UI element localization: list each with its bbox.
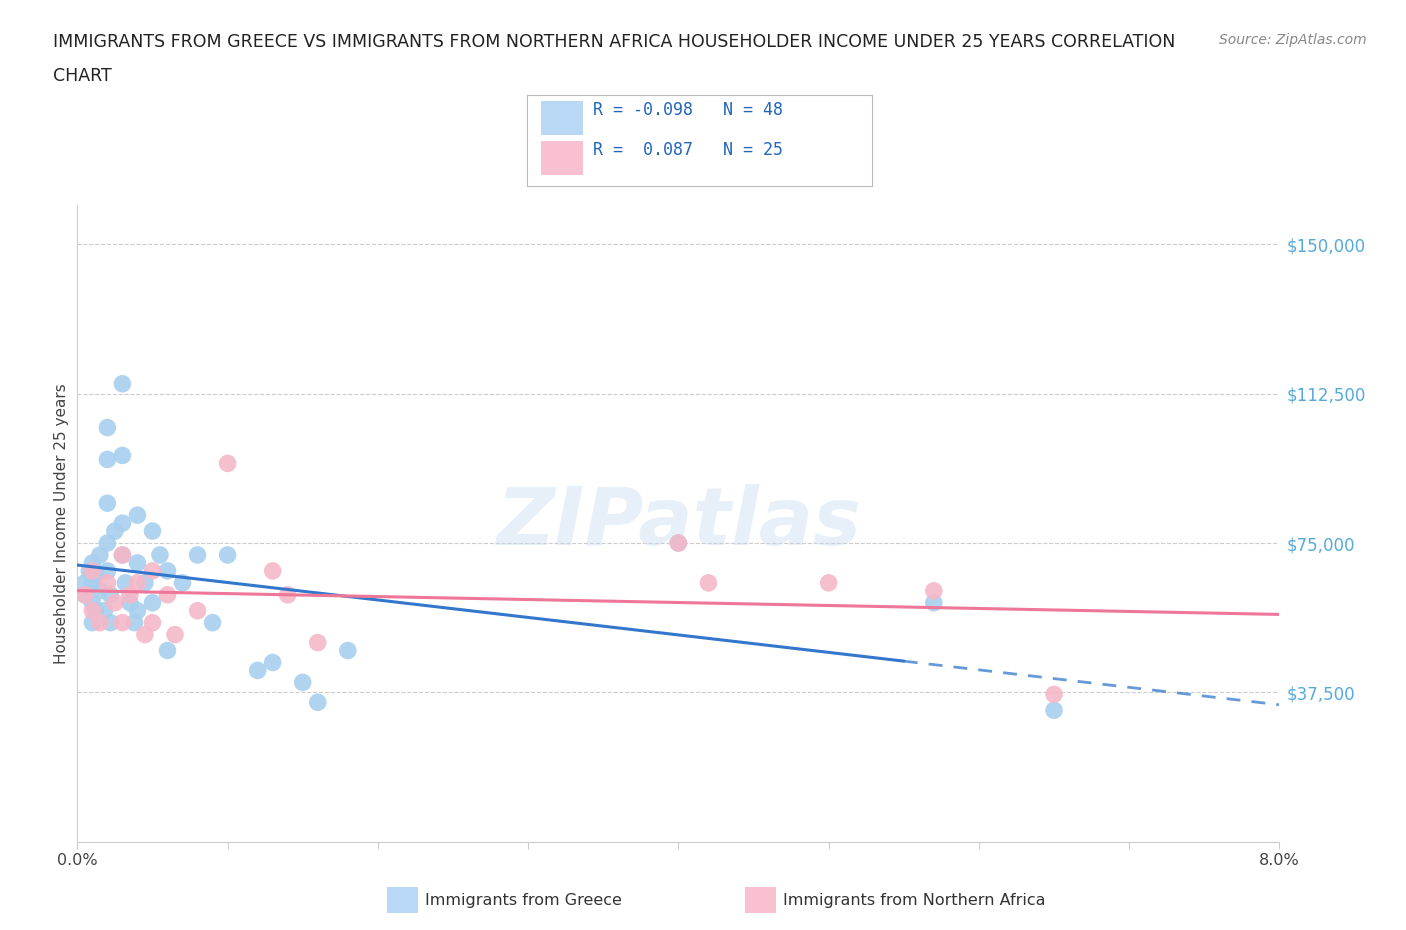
Point: [668, 536, 690, 551]
Text: Immigrants from Greece: Immigrants from Greece: [425, 893, 621, 908]
Point: [277, 588, 299, 603]
Point: [96, 576, 118, 591]
Point: [697, 576, 720, 591]
Point: [96, 536, 118, 551]
Point: [668, 536, 690, 551]
Text: R =  0.087   N = 25: R = 0.087 N = 25: [593, 141, 783, 159]
Point: [96, 452, 118, 467]
Point: [127, 508, 149, 523]
Point: [82, 595, 104, 610]
Point: [111, 548, 134, 563]
Point: [307, 695, 329, 710]
Point: [111, 548, 134, 563]
Point: [817, 576, 839, 591]
Point: [82, 555, 104, 570]
Point: [79, 564, 101, 578]
Point: [111, 616, 134, 631]
Point: [96, 564, 118, 578]
Point: [89, 616, 111, 631]
Point: [922, 583, 945, 598]
Point: [73, 576, 96, 591]
Point: [141, 524, 163, 538]
Point: [84, 604, 107, 618]
Point: [82, 604, 104, 618]
Point: [336, 644, 359, 658]
Point: [149, 548, 172, 563]
Point: [134, 576, 156, 591]
Point: [89, 583, 111, 598]
Point: [127, 555, 149, 570]
Point: [141, 564, 163, 578]
Point: [104, 524, 127, 538]
Point: [73, 588, 96, 603]
Point: [156, 564, 179, 578]
Point: [73, 588, 96, 603]
Point: [100, 616, 122, 631]
Text: Immigrants from Northern Africa: Immigrants from Northern Africa: [783, 893, 1046, 908]
Point: [93, 604, 115, 618]
Point: [111, 377, 134, 392]
Point: [82, 564, 104, 578]
Point: [1043, 703, 1066, 718]
Point: [262, 655, 284, 670]
Point: [84, 567, 107, 582]
Point: [141, 616, 163, 631]
Point: [127, 604, 149, 618]
Text: R = -0.098   N = 48: R = -0.098 N = 48: [593, 101, 783, 119]
Point: [262, 564, 284, 578]
Point: [118, 588, 141, 603]
Point: [82, 616, 104, 631]
Point: [96, 496, 118, 511]
Point: [111, 516, 134, 531]
Point: [246, 663, 269, 678]
Text: ZIPatlas: ZIPatlas: [496, 485, 860, 562]
Point: [217, 548, 239, 563]
Point: [134, 627, 156, 642]
Point: [82, 576, 104, 591]
Point: [141, 595, 163, 610]
Point: [114, 576, 136, 591]
Point: [201, 616, 224, 631]
Point: [291, 675, 314, 690]
Point: [187, 604, 209, 618]
Point: [156, 644, 179, 658]
Point: [89, 548, 111, 563]
Point: [307, 635, 329, 650]
Point: [217, 456, 239, 471]
Y-axis label: Householder Income Under 25 years: Householder Income Under 25 years: [53, 383, 69, 663]
Point: [100, 588, 122, 603]
Point: [922, 595, 945, 610]
Text: CHART: CHART: [53, 67, 112, 85]
Point: [172, 576, 194, 591]
Point: [104, 595, 127, 610]
Text: Source: ZipAtlas.com: Source: ZipAtlas.com: [1219, 33, 1367, 46]
Point: [163, 627, 186, 642]
Point: [127, 576, 149, 591]
Point: [96, 420, 118, 435]
Point: [187, 548, 209, 563]
Text: IMMIGRANTS FROM GREECE VS IMMIGRANTS FROM NORTHERN AFRICA HOUSEHOLDER INCOME UND: IMMIGRANTS FROM GREECE VS IMMIGRANTS FRO…: [53, 33, 1175, 50]
Point: [1043, 687, 1066, 702]
Point: [124, 616, 146, 631]
Point: [111, 448, 134, 463]
Point: [156, 588, 179, 603]
Point: [118, 595, 141, 610]
